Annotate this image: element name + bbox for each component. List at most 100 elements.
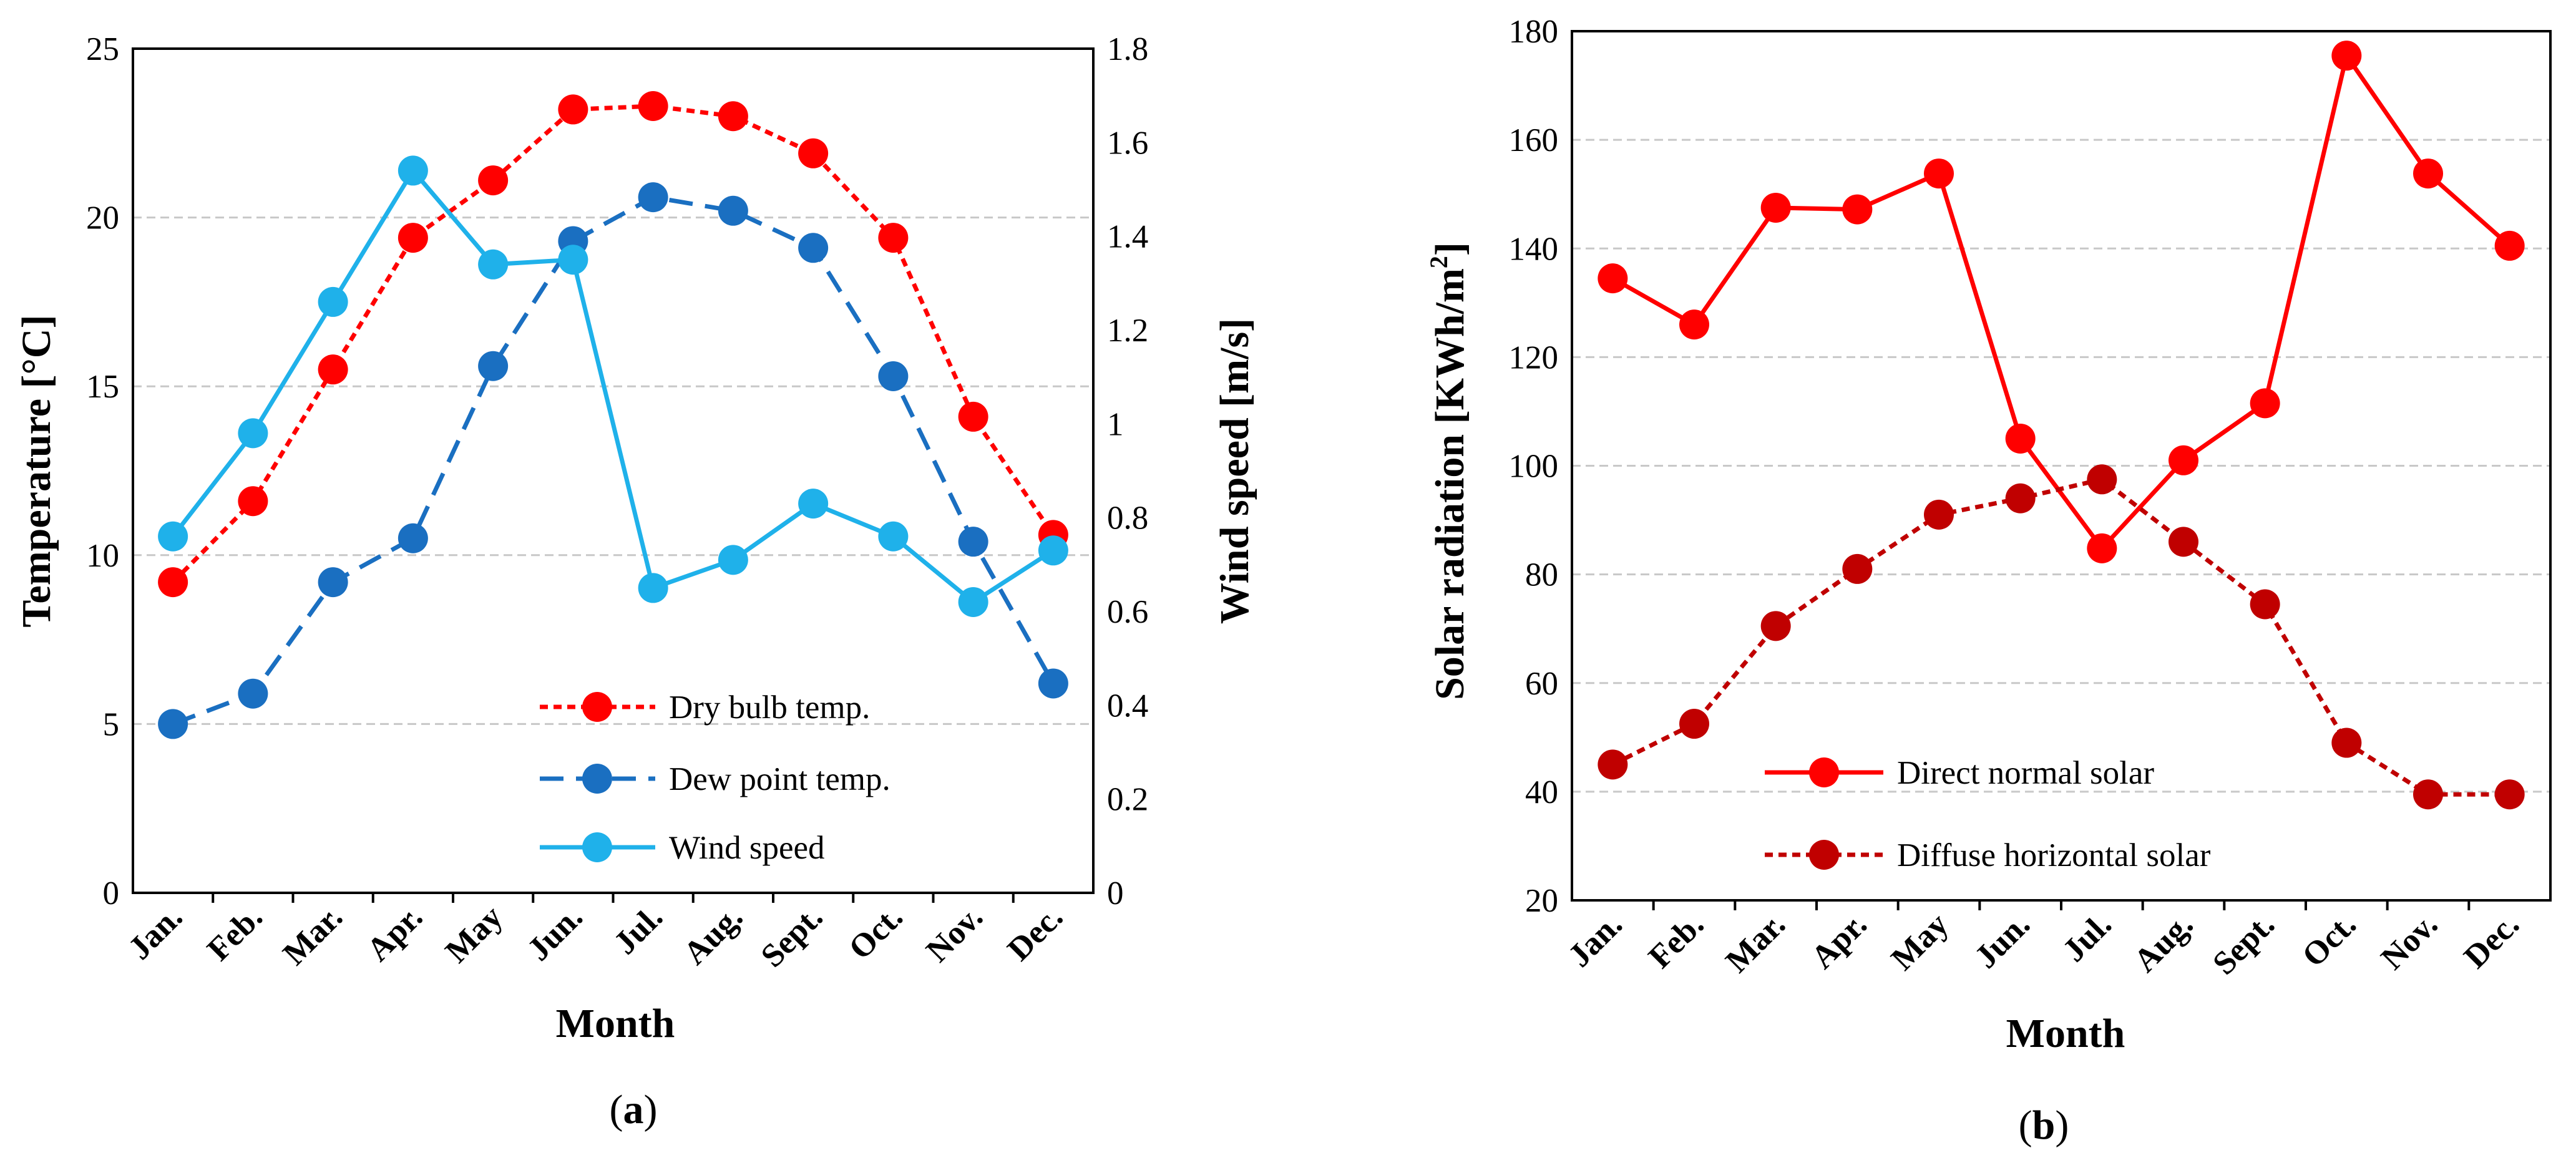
data-point-dew-point-temp xyxy=(1038,668,1068,699)
y2-tick-label: 0.6 xyxy=(1107,594,1148,630)
x-category-label-nov: Nov. xyxy=(919,898,990,969)
series-a xyxy=(158,91,1068,739)
data-point-diffuse-horizontal-solar xyxy=(2494,779,2525,810)
y-tick-label: 15 xyxy=(86,369,119,405)
x-category-label-nov: Nov. xyxy=(2374,906,2445,976)
legend-marker-wind-speed xyxy=(582,832,612,862)
data-point-direct-normal-solar xyxy=(2169,445,2198,475)
data-point-wind-speed xyxy=(638,573,668,603)
data-point-wind-speed xyxy=(878,521,909,552)
x-category-label-jun: Jun. xyxy=(520,898,590,968)
y2-tick-label: 0.2 xyxy=(1107,782,1148,818)
gridlines-b xyxy=(1572,139,2550,793)
legend-item-dry-bulb: Dry bulb temp. xyxy=(540,689,870,726)
data-point-wind-speed xyxy=(398,155,428,186)
x-category-label-apr: Apr. xyxy=(360,898,429,968)
data-point-dew-point-temp xyxy=(638,182,668,213)
y-axis-title-b-sup: 2 xyxy=(1425,256,1453,268)
data-point-dry-bulb-temp xyxy=(238,486,268,517)
series-line-dew-point-temp xyxy=(172,195,1055,726)
data-point-wind-speed xyxy=(958,586,988,617)
y-tick-label: 120 xyxy=(1509,339,1559,376)
x-axis-title-b: Month xyxy=(2006,1011,2125,1056)
data-point-dew-point-temp xyxy=(798,233,829,263)
legend-marker-direct-normal xyxy=(1809,757,1839,787)
data-point-dry-bulb-temp xyxy=(478,165,509,196)
data-point-dew-point-temp xyxy=(878,361,909,391)
y-axis-ticks-b: 20 40 60 80 100 120 140 160 180 xyxy=(1509,14,1559,919)
legend-marker-dry-bulb xyxy=(582,692,612,722)
data-point-diffuse-horizontal-solar xyxy=(2250,589,2280,620)
y-tick-label: 5 xyxy=(103,706,120,742)
data-point-direct-normal-solar xyxy=(1924,158,1954,189)
x-category-label-sept: Sept. xyxy=(2206,906,2281,981)
y-axis-title-b-end: ] xyxy=(1427,242,1473,256)
data-point-dry-bulb-temp xyxy=(558,94,588,125)
series-dry-bulb-temp xyxy=(158,91,1068,598)
x-category-label-jan: Jan. xyxy=(122,898,190,966)
data-point-direct-normal-solar xyxy=(2331,41,2362,71)
data-point-direct-normal-solar xyxy=(2087,533,2117,563)
data-point-dry-bulb-temp xyxy=(318,354,348,385)
legend-item-diffuse-horizontal: Diffuse horizontal solar xyxy=(1765,837,2211,873)
y-tick-label: 25 xyxy=(86,31,119,67)
data-point-dry-bulb-temp xyxy=(398,223,428,253)
x-category-labels-b: Jan. Feb. Mar. Apr. May Jun. Jul. Aug. Sept. Oct.… xyxy=(1561,906,2526,981)
data-point-wind-speed xyxy=(478,249,509,280)
series-line-direct-normal-solar xyxy=(1611,53,2511,551)
y2-tick-label: 1.6 xyxy=(1107,125,1148,161)
x-category-label-feb: Feb. xyxy=(200,898,270,968)
data-point-diffuse-horizontal-solar xyxy=(2413,779,2443,810)
y-tick-label: 80 xyxy=(1525,557,1558,593)
y-tick-label: 40 xyxy=(1525,774,1558,810)
data-point-dew-point-temp xyxy=(158,709,188,739)
x-category-label-feb: Feb. xyxy=(1642,906,1711,975)
x-category-label-jul: Jul. xyxy=(607,898,670,961)
series-dew-point-temp xyxy=(158,182,1068,739)
y-tick-label: 20 xyxy=(86,200,119,236)
x-category-label-mar: Mar. xyxy=(1719,906,1792,980)
data-point-diffuse-horizontal-solar xyxy=(2331,727,2362,758)
y2-axis-title-a: Wind speed [m/s] xyxy=(1212,318,1257,624)
data-point-direct-normal-solar xyxy=(1598,263,1628,294)
series-diffuse-horizontal-solar xyxy=(1598,464,2525,810)
data-point-wind-speed xyxy=(558,245,588,275)
y-axis-ticks-right-a: 0 0.2 0.4 0.6 0.8 1 1.2 1.4 1.6 1.8 xyxy=(1107,31,1148,912)
x-category-label-jun: Jun. xyxy=(1968,906,2037,975)
x-category-label-may: May xyxy=(1885,906,1956,977)
y2-tick-label: 1 xyxy=(1107,406,1124,442)
x-category-label-jul: Jul. xyxy=(2056,906,2118,968)
panel-label-b: (b) xyxy=(2019,1102,2069,1148)
x-category-label-aug: Aug. xyxy=(676,898,749,971)
gridlines-a xyxy=(133,217,1093,725)
data-point-direct-normal-solar xyxy=(2250,388,2280,419)
series-line-wind-speed xyxy=(171,168,1055,605)
data-point-dew-point-temp xyxy=(398,523,428,553)
x-category-label-aug: Aug. xyxy=(2127,906,2200,979)
data-point-diffuse-horizontal-solar xyxy=(1924,499,1954,530)
y2-tick-label: 0.8 xyxy=(1107,500,1148,537)
data-point-direct-normal-solar xyxy=(1679,309,1709,340)
legend-b: Direct normal solar Diffuse horizontal s… xyxy=(1765,755,2211,873)
data-point-diffuse-horizontal-solar xyxy=(2169,527,2198,557)
data-point-diffuse-horizontal-solar xyxy=(1679,709,1709,739)
data-point-diffuse-horizontal-solar xyxy=(1598,749,1628,780)
x-category-label-mar: Mar. xyxy=(276,898,349,972)
data-point-wind-speed xyxy=(238,418,268,449)
y-axis-title-b: Solar radiation [KWh/m2] xyxy=(1425,242,1473,700)
y-tick-label: 10 xyxy=(86,538,119,574)
legend-item-direct-normal: Direct normal solar xyxy=(1765,755,2154,791)
data-point-direct-normal-solar xyxy=(2413,158,2443,189)
x-ticks-a xyxy=(212,893,1015,903)
y-tick-label: 100 xyxy=(1509,449,1559,485)
chart-panel-a: 0 5 10 15 20 25 0 0.2 0.4 0.6 0.8 1 1.2 1.4 1.6 1.8 Ja… xyxy=(14,31,1257,1132)
legend-label-wind-speed: Wind speed xyxy=(669,830,825,866)
y-tick-label: 0 xyxy=(103,875,120,912)
data-point-dry-bulb-temp xyxy=(158,567,188,598)
data-point-diffuse-horizontal-solar xyxy=(1842,553,1873,584)
data-point-dew-point-temp xyxy=(318,567,348,598)
legend-marker-dew-point xyxy=(582,764,612,794)
x-category-labels-a: Jan. Feb. Mar. Apr. May Jun. Jul. Aug. Sept. Oct.… xyxy=(122,898,1070,974)
x-category-label-sept: Sept. xyxy=(754,898,829,974)
